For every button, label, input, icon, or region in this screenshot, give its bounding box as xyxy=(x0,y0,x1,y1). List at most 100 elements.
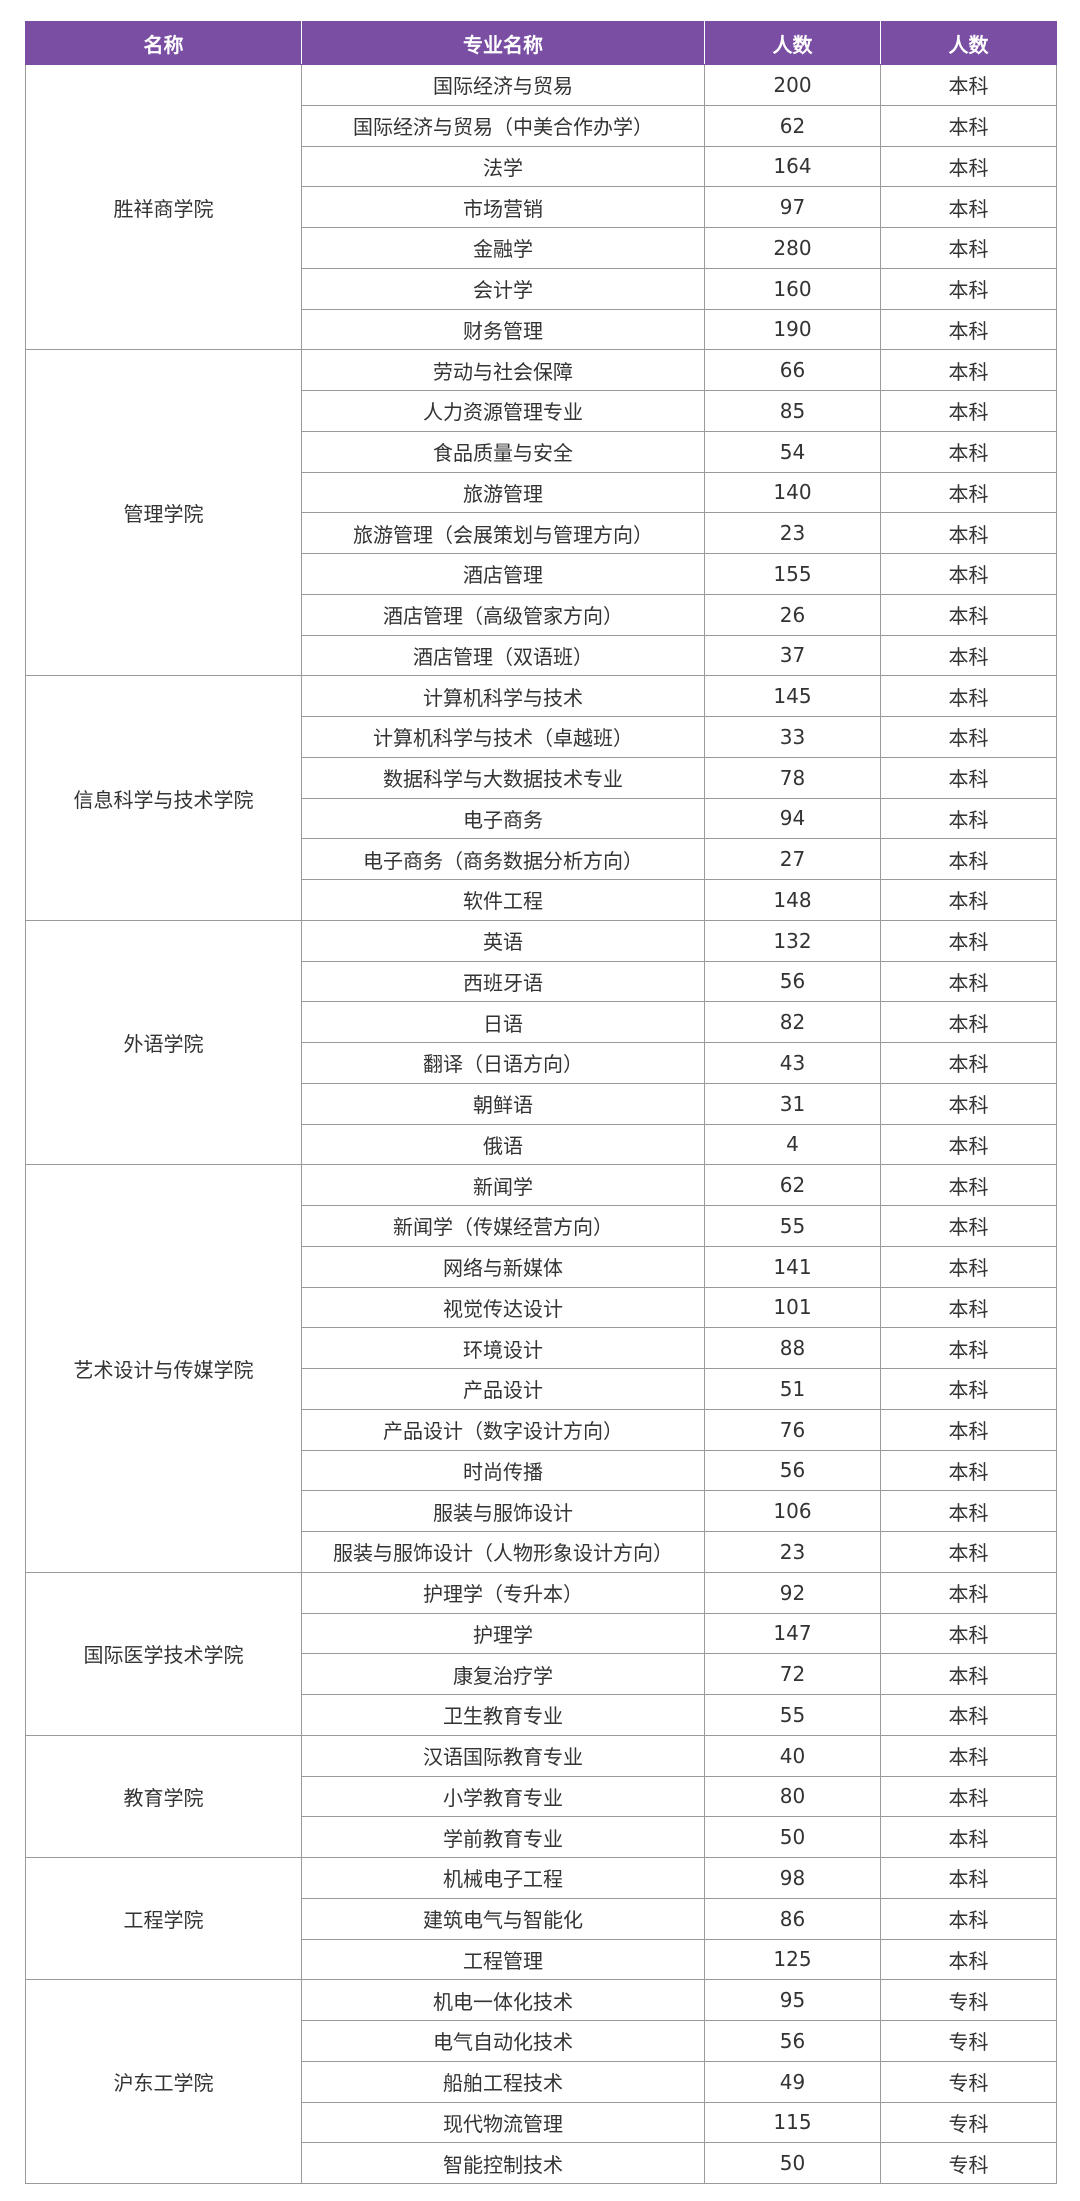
level-cell: 本科 xyxy=(880,1082,1057,1125)
level-cell: 专科 xyxy=(880,2060,1057,2103)
major-cell: 朝鲜语 xyxy=(301,1082,705,1125)
header-cell: 人数 xyxy=(880,21,1057,65)
count-cell: 40 xyxy=(704,1734,881,1777)
count-cell: 97 xyxy=(704,186,881,228)
level-cell: 本科 xyxy=(880,756,1057,799)
count-cell: 43 xyxy=(704,1042,881,1084)
level-cell: 本科 xyxy=(880,634,1057,677)
major-cell: 人力资源管理专业 xyxy=(301,390,705,432)
level-cell: 本科 xyxy=(880,1816,1057,1858)
major-cell: 机械电子工程 xyxy=(301,1857,705,1899)
table-row: 船舶工程技术 49 专科 xyxy=(26,2060,1057,2103)
level-cell: 本科 xyxy=(880,471,1057,514)
level-cell: 本科 xyxy=(880,1694,1057,1736)
table-row: 服装与服饰设计（人物形象设计方向） 23 本科 xyxy=(26,1531,1057,1573)
major-cell: 康复治疗学 xyxy=(301,1653,705,1695)
count-cell: 37 xyxy=(704,634,881,677)
count-cell: 56 xyxy=(704,1449,881,1492)
level-cell: 本科 xyxy=(880,716,1057,758)
count-cell: 62 xyxy=(704,1164,881,1206)
level-cell: 本科 xyxy=(880,186,1057,228)
table-row: 工程管理 125 本科 xyxy=(26,1938,1057,1981)
header-cell: 名称 xyxy=(25,21,302,65)
table-row: 酒店管理 155 本科 xyxy=(26,553,1057,595)
level-cell: 本科 xyxy=(880,960,1057,1003)
major-cell: 国际经济与贸易 xyxy=(301,64,705,106)
level-cell: 本科 xyxy=(880,1245,1057,1288)
table-row: 小学教育专业 80 本科 xyxy=(26,1775,1057,1818)
major-cell: 网络与新媒体 xyxy=(301,1245,705,1288)
major-cell: 电子商务 xyxy=(301,797,705,840)
count-cell: 141 xyxy=(704,1245,881,1288)
major-cell: 酒店管理（高级管家方向） xyxy=(301,593,705,636)
major-cell: 护理学（专升本） xyxy=(301,1571,705,1614)
level-cell: 本科 xyxy=(880,1205,1057,1247)
major-cell: 现代物流管理 xyxy=(301,2101,705,2144)
level-cell: 本科 xyxy=(880,308,1057,351)
major-cell: 旅游管理 xyxy=(301,471,705,514)
count-cell: 160 xyxy=(704,267,881,310)
count-cell: 31 xyxy=(704,1082,881,1125)
level-cell: 本科 xyxy=(880,104,1057,147)
table-row: 日语 82 本科 xyxy=(26,1001,1057,1043)
level-cell: 专科 xyxy=(880,2142,1057,2184)
table-row: 电气自动化技术 56 专科 xyxy=(26,2020,1057,2062)
college-cell: 外语学院 xyxy=(25,919,302,1166)
table-row: 工程学院 机械电子工程 98 本科 xyxy=(25,1856,1057,1981)
college-cell: 管理学院 xyxy=(25,349,302,677)
college-cell: 沪东工学院 xyxy=(25,1979,302,2184)
count-cell: 200 xyxy=(704,64,881,106)
major-cell: 财务管理 xyxy=(301,308,705,351)
count-cell: 147 xyxy=(704,1612,881,1655)
major-cell: 俄语 xyxy=(301,1123,705,1166)
table-row: 现代物流管理 115 专科 xyxy=(26,2101,1057,2144)
table-row: 旅游管理 140 本科 xyxy=(26,471,1057,514)
level-cell: 本科 xyxy=(880,1286,1057,1329)
major-cell: 环境设计 xyxy=(301,1327,705,1369)
level-cell: 本科 xyxy=(880,838,1057,880)
level-cell: 本科 xyxy=(880,879,1057,921)
count-cell: 80 xyxy=(704,1775,881,1818)
level-cell: 本科 xyxy=(880,267,1057,310)
count-cell: 62 xyxy=(704,104,881,147)
major-cell: 服装与服饰设计（人物形象设计方向） xyxy=(301,1531,705,1573)
table-row: 财务管理 190 本科 xyxy=(26,308,1057,351)
major-cell: 产品设计 xyxy=(301,1368,705,1410)
major-cell: 视觉传达设计 xyxy=(301,1286,705,1329)
college-cell: 信息科学与技术学院 xyxy=(25,675,302,921)
count-cell: 164 xyxy=(704,145,881,188)
count-cell: 98 xyxy=(704,1857,881,1899)
major-cell: 国际经济与贸易（中美合作办学） xyxy=(301,104,705,147)
table-row: 软件工程 148 本科 xyxy=(26,879,1057,921)
level-cell: 本科 xyxy=(880,1327,1057,1369)
table-row: 酒店管理（高级管家方向） 26 本科 xyxy=(26,593,1057,636)
level-cell: 本科 xyxy=(880,797,1057,840)
level-cell: 本科 xyxy=(880,1857,1057,1899)
college-cell: 胜祥商学院 xyxy=(25,63,302,351)
table-row: 酒店管理（双语班） 37 本科 xyxy=(26,634,1057,677)
college-cell: 艺术设计与传媒学院 xyxy=(25,1164,302,1573)
count-cell: 51 xyxy=(704,1368,881,1410)
major-cell: 工程管理 xyxy=(301,1938,705,1981)
major-cell: 市场营销 xyxy=(301,186,705,228)
level-cell: 本科 xyxy=(880,1449,1057,1492)
table-row: 视觉传达设计 101 本科 xyxy=(26,1286,1057,1329)
level-cell: 本科 xyxy=(880,1490,1057,1532)
table-row: 信息科学与技术学院 计算机科学与技术 145 本科 xyxy=(25,675,1057,921)
level-cell: 本科 xyxy=(880,1612,1057,1655)
level-cell: 本科 xyxy=(880,1042,1057,1084)
table-row: 计算机科学与技术（卓越班） 33 本科 xyxy=(26,716,1057,758)
count-cell: 55 xyxy=(704,1205,881,1247)
major-cell: 电气自动化技术 xyxy=(301,2020,705,2062)
table-row: 数据科学与大数据技术专业 78 本科 xyxy=(26,756,1057,799)
level-cell: 本科 xyxy=(880,145,1057,188)
count-cell: 27 xyxy=(704,838,881,880)
major-cell: 日语 xyxy=(301,1001,705,1043)
level-cell: 本科 xyxy=(880,227,1057,269)
major-cell: 数据科学与大数据技术专业 xyxy=(301,756,705,799)
count-cell: 4 xyxy=(704,1123,881,1166)
level-cell: 本科 xyxy=(880,390,1057,432)
level-cell: 本科 xyxy=(880,1001,1057,1043)
count-cell: 49 xyxy=(704,2060,881,2103)
